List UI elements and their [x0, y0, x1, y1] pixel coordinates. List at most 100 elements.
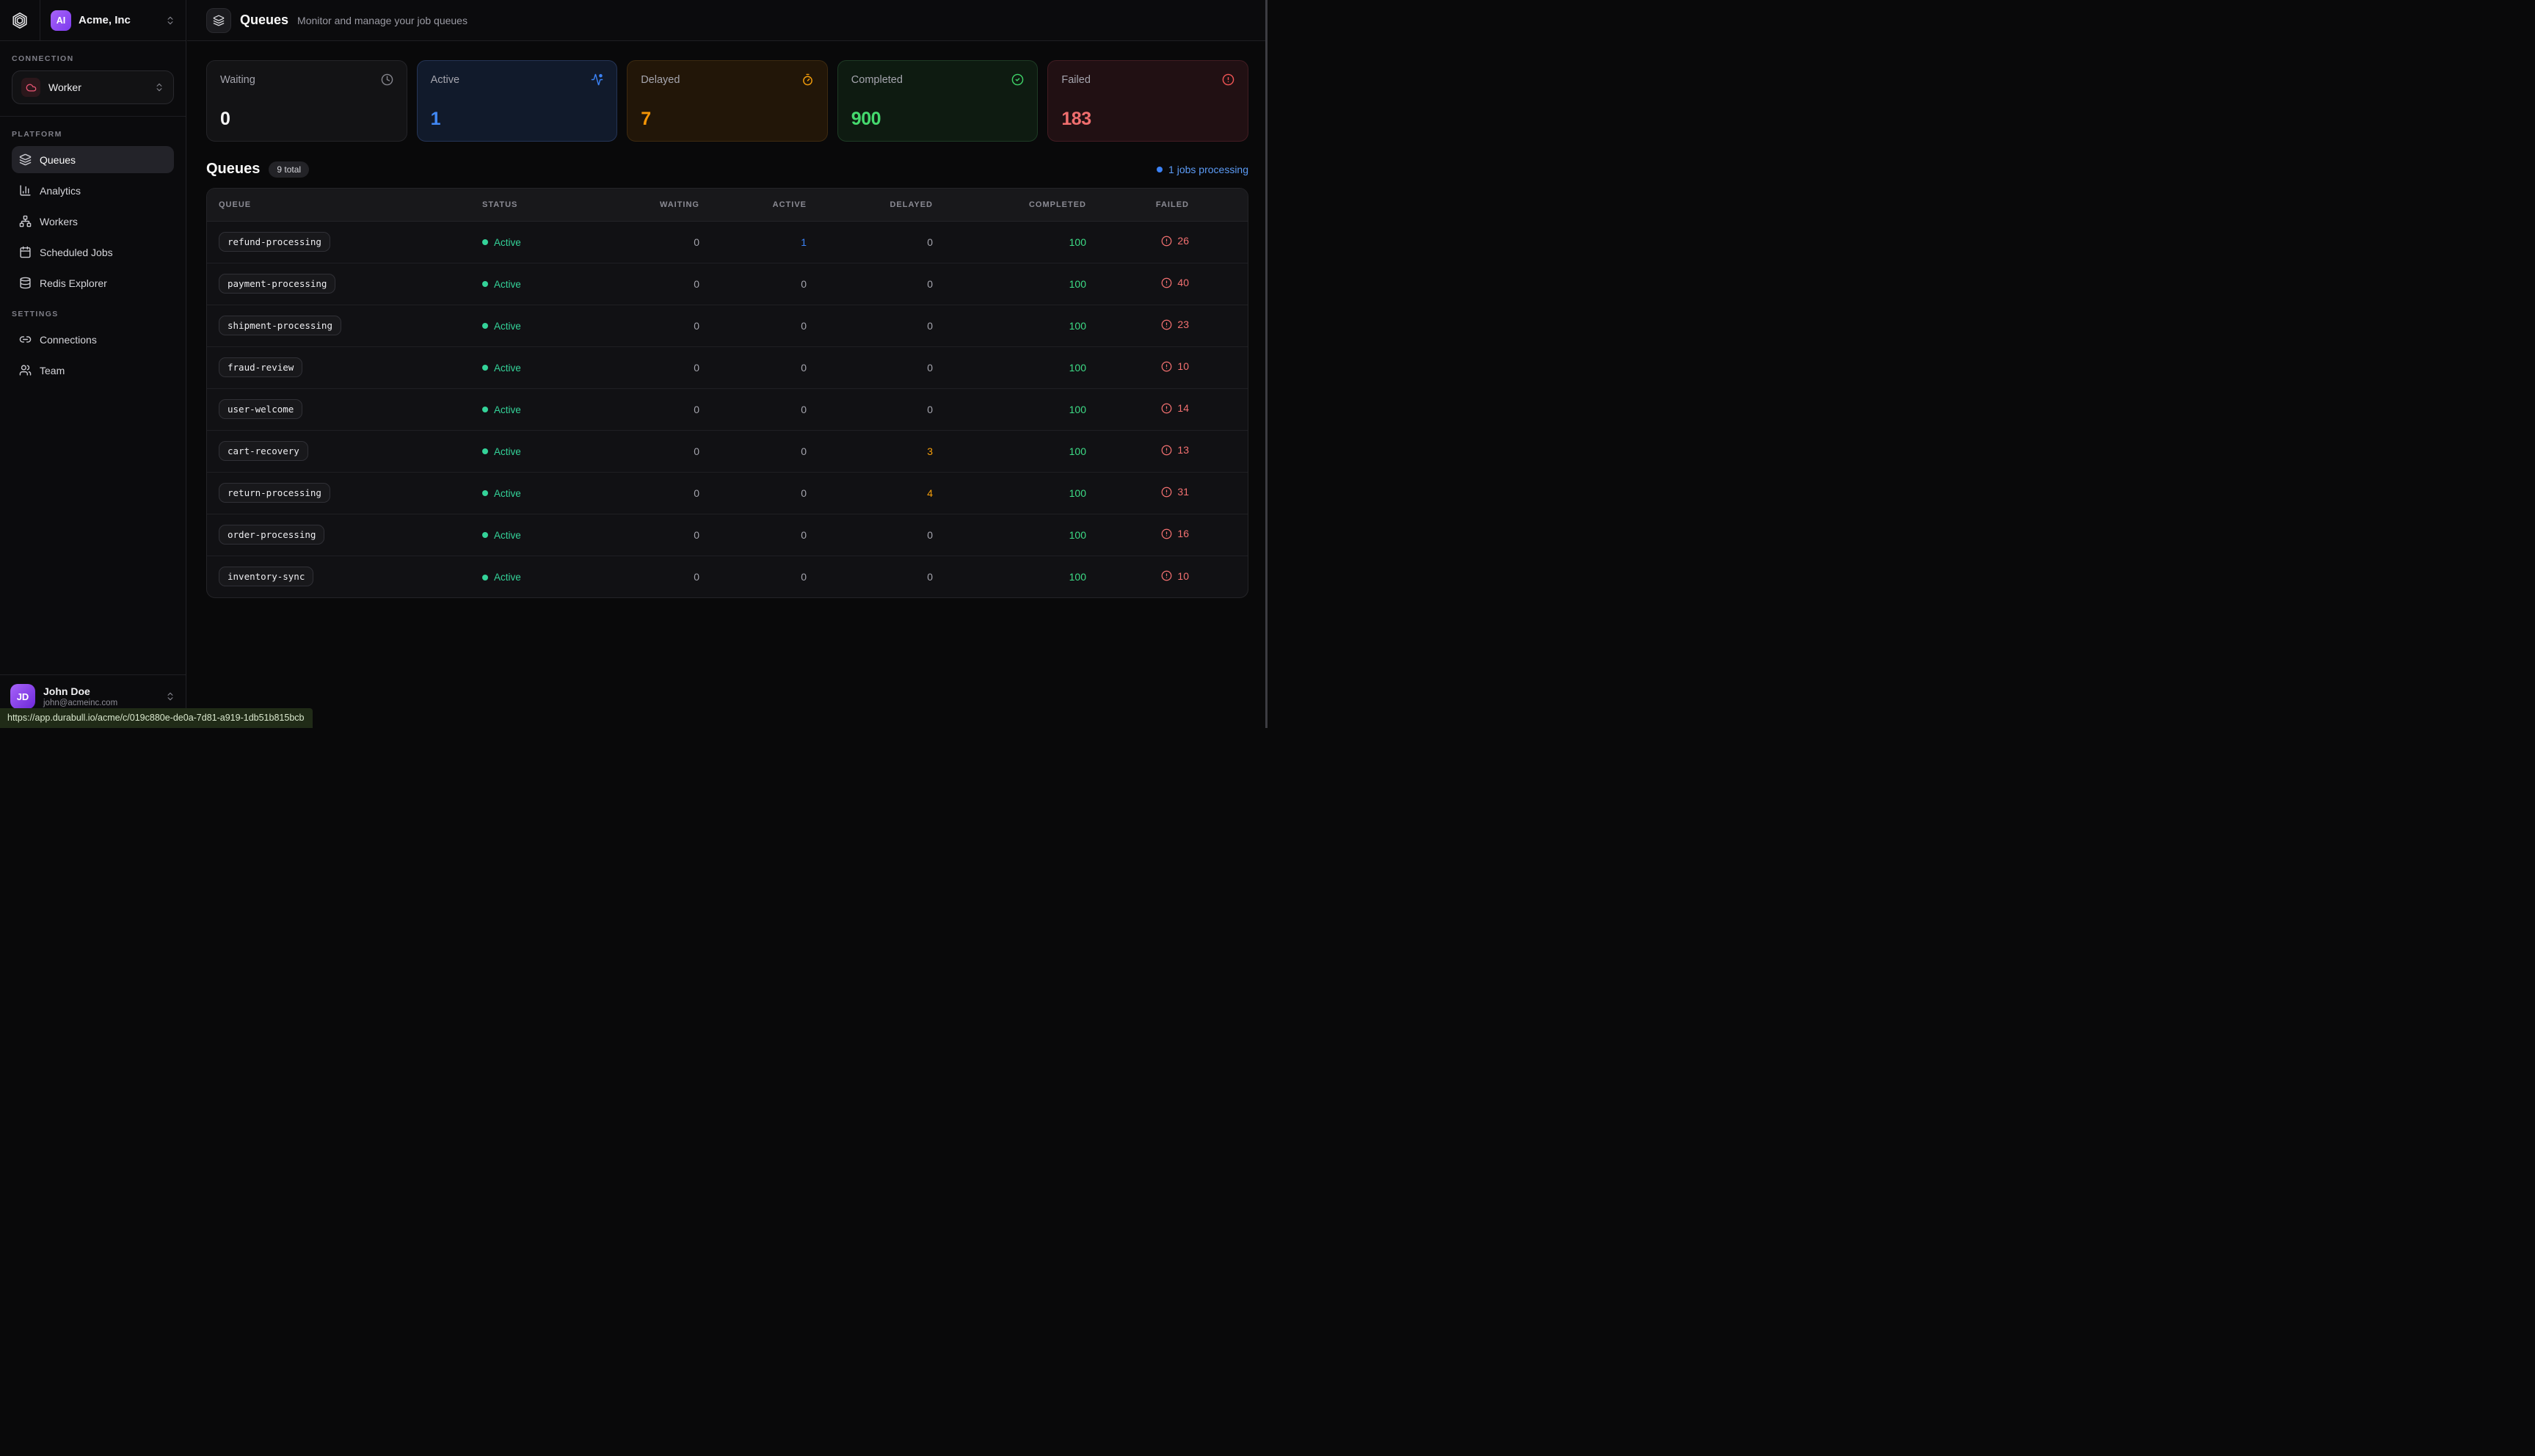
platform-section-label: PLATFORM: [12, 130, 62, 139]
table-row[interactable]: shipment-processing Active 0 0 0 100 23: [207, 305, 1248, 346]
sidebar-item-analytics[interactable]: Analytics: [12, 177, 174, 204]
user-email: john@acmeinc.com: [43, 699, 118, 707]
completed-count: 100: [1069, 277, 1086, 290]
layers-icon: [213, 15, 225, 26]
settings-nav: Connections Team: [12, 326, 174, 384]
delayed-count: 0: [927, 528, 933, 541]
vertical-scrollbar[interactable]: [1265, 0, 1268, 728]
queue-name-badge: order-processing: [219, 525, 325, 545]
delayed-count: 4: [927, 487, 933, 499]
sidebar-item-label: Analytics: [40, 184, 81, 197]
connection-select[interactable]: Worker: [12, 70, 174, 104]
stat-value: 183: [1061, 109, 1091, 129]
waiting-count: 0: [694, 403, 699, 415]
jobs-processing-link[interactable]: 1 jobs processing: [1157, 164, 1248, 175]
failed-count: 16: [1177, 528, 1189, 540]
sidebar-item-redis-explorer[interactable]: Redis Explorer: [12, 269, 174, 296]
alert-circle-icon: [1161, 445, 1172, 456]
queues-table-card: QUEUE STATUS WAITING ACTIVE DELAYED COMPLETED…: [206, 188, 1248, 598]
table-row[interactable]: cart-recovery Active 0 0 3 100 13: [207, 430, 1248, 472]
connection-section-label: CONNECTION: [12, 54, 74, 63]
stat-card-waiting: Waiting 0: [206, 60, 407, 142]
failed-count: 13: [1177, 444, 1189, 456]
sidebar-item-connections[interactable]: Connections: [12, 326, 174, 353]
layers-icon: [19, 153, 32, 166]
failed-count: 10: [1177, 569, 1189, 582]
stat-value: 900: [851, 109, 881, 129]
table-row[interactable]: refund-processing Active 0 1 0 100 26: [207, 221, 1248, 263]
user-menu[interactable]: JD John Doe john@acmeinc.com: [0, 674, 186, 728]
failed-cell: 13: [1161, 444, 1248, 456]
status-dot-icon: [482, 323, 488, 330]
connection-name: Worker: [48, 81, 81, 93]
status-badge: Active: [482, 530, 521, 541]
alert-circle-icon: [1161, 403, 1172, 414]
cloud-icon: [26, 82, 37, 93]
waiting-count: 0: [694, 528, 699, 541]
sidebar-item-label: Workers: [40, 215, 78, 228]
status-text: Active: [494, 572, 521, 583]
failed-count: 40: [1177, 277, 1189, 289]
table-row[interactable]: order-processing Active 0 0 0 100 16: [207, 514, 1248, 556]
column-header-queue: QUEUE: [207, 189, 482, 222]
queue-name-badge: shipment-processing: [219, 316, 341, 335]
waiting-count: 0: [694, 277, 699, 290]
table-row[interactable]: user-welcome Active 0 0 0 100 14: [207, 388, 1248, 430]
queues-table: QUEUE STATUS WAITING ACTIVE DELAYED COMPLETED…: [207, 189, 1248, 597]
sidebar-item-queues[interactable]: Queues: [12, 146, 174, 173]
status-text: Active: [494, 278, 521, 290]
table-header-row: QUEUE STATUS WAITING ACTIVE DELAYED COMPLETED…: [207, 189, 1248, 222]
alert-circle-icon: [1161, 319, 1172, 330]
main-content: Waiting 0 Active 1 Delayed 7 Completed 900 Faile…: [187, 42, 1268, 728]
sidebar-item-workers[interactable]: Workers: [12, 208, 174, 235]
completed-count: 100: [1069, 487, 1086, 499]
page-icon-box: [206, 7, 231, 33]
status-badge: Active: [482, 446, 521, 457]
table-row[interactable]: inventory-sync Active 0 0 0 100 10: [207, 556, 1248, 597]
completed-count: 100: [1069, 445, 1086, 457]
completed-count: 100: [1069, 570, 1086, 583]
sidebar-item-label: Scheduled Jobs: [40, 246, 113, 258]
column-header-delayed: DELAYED: [807, 189, 933, 222]
queue-name-badge: fraud-review: [219, 357, 303, 377]
status-badge: Active: [482, 572, 521, 583]
status-text: Active: [494, 320, 521, 332]
alert-circle-icon: [1161, 570, 1172, 581]
queues-section-title: Queues: [206, 161, 261, 177]
active-count: 0: [801, 445, 807, 457]
delayed-count: 3: [927, 445, 933, 457]
stats-row: Waiting 0 Active 1 Delayed 7 Completed 900 Faile…: [206, 60, 1248, 142]
status-text: Active: [494, 362, 521, 374]
table-row[interactable]: payment-processing Active 0 0 0 100 40: [207, 263, 1248, 305]
active-count: 0: [801, 570, 807, 583]
delayed-count: 0: [927, 570, 933, 583]
queue-name-badge: refund-processing: [219, 232, 330, 252]
sidebar-item-team[interactable]: Team: [12, 357, 174, 384]
completed-count: 100: [1069, 528, 1086, 541]
app-logo[interactable]: [0, 0, 40, 40]
alert-circle-icon: [1161, 361, 1172, 372]
org-switcher[interactable]: AI Acme, Inc: [40, 0, 186, 40]
active-count: 0: [801, 361, 807, 374]
user-name: John Doe: [43, 685, 90, 697]
check-circle-icon: [1011, 73, 1024, 86]
stat-label: Completed: [851, 73, 903, 86]
failed-count: 26: [1177, 235, 1189, 247]
sidebar-item-scheduled-jobs[interactable]: Scheduled Jobs: [12, 239, 174, 266]
delayed-count: 0: [927, 277, 933, 290]
failed-cell: 31: [1161, 486, 1248, 498]
active-count: 0: [801, 277, 807, 290]
sidebar-item-label: Redis Explorer: [40, 277, 107, 289]
processing-note-text: 1 jobs processing: [1168, 163, 1248, 175]
failed-count: 31: [1177, 486, 1189, 498]
delayed-count: 0: [927, 236, 933, 248]
status-badge: Active: [482, 363, 521, 374]
waiting-count: 0: [694, 319, 699, 332]
alert-circle-icon: [1161, 236, 1172, 247]
table-row[interactable]: fraud-review Active 0 0 0 100 10: [207, 346, 1248, 388]
org-avatar: AI: [51, 10, 71, 31]
page-subtitle: Monitor and manage your job queues: [297, 14, 468, 26]
table-row[interactable]: return-processing Active 0 0 4 100 31: [207, 472, 1248, 514]
page-title: Queues: [240, 12, 289, 27]
status-dot-icon: [482, 407, 488, 413]
